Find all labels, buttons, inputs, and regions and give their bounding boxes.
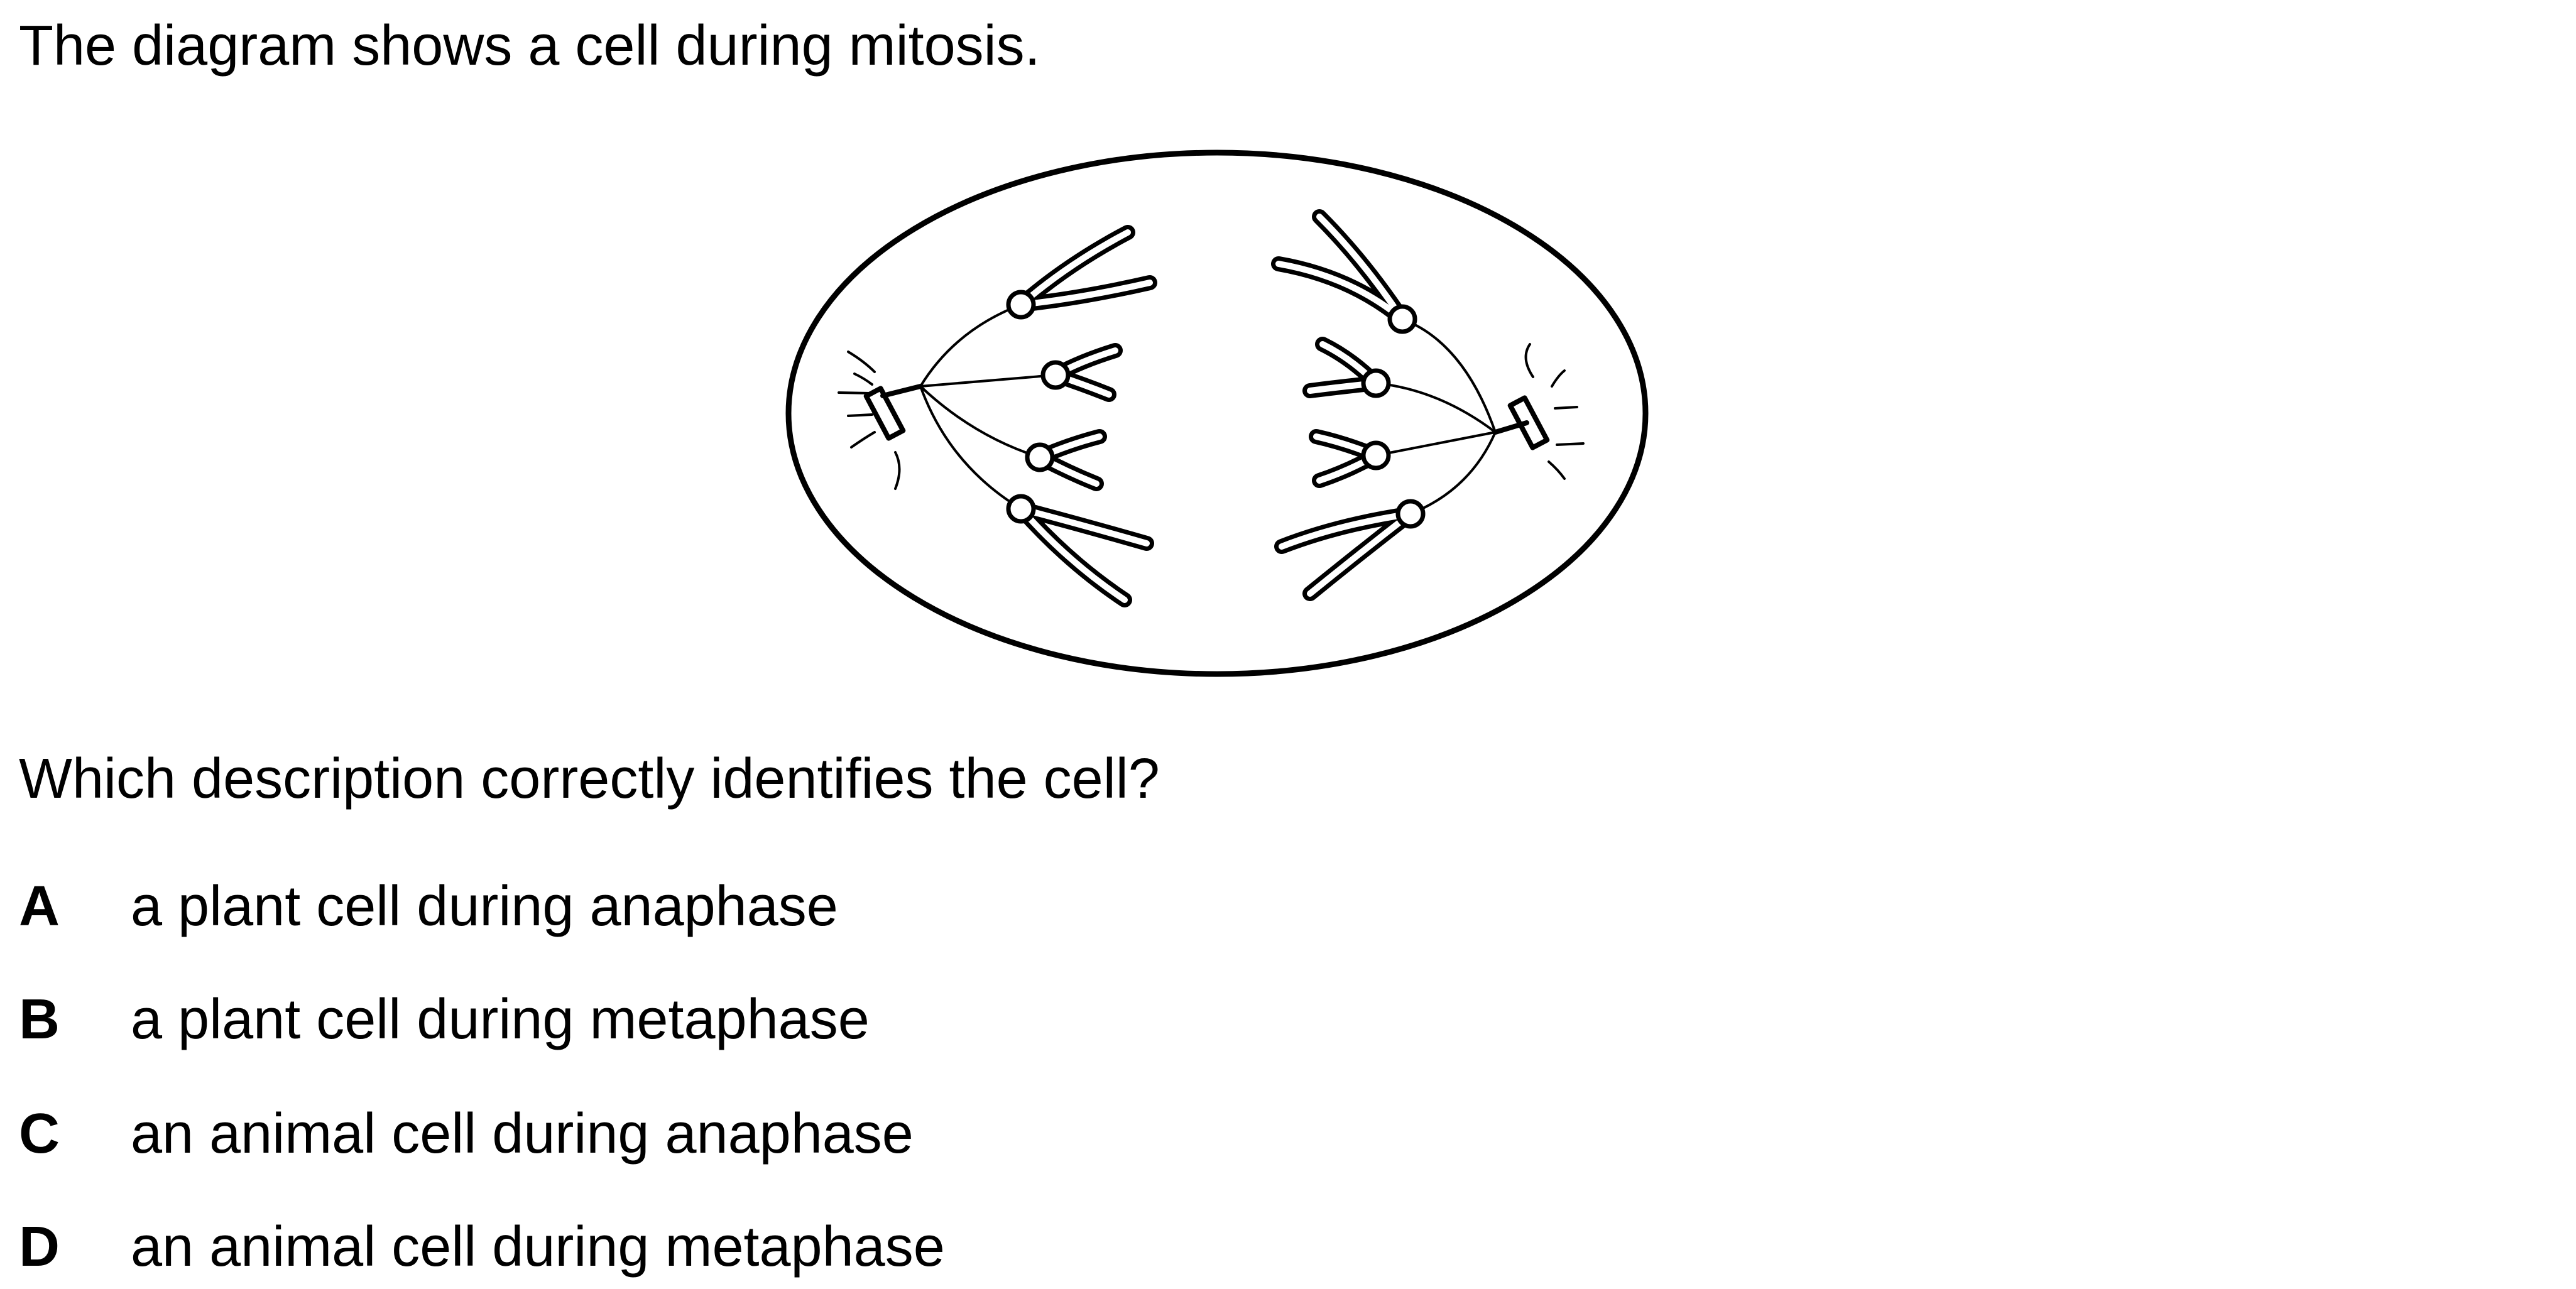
question-prompt: Which description correctly identifies t… (19, 748, 1160, 810)
cell-membrane (785, 150, 1649, 677)
option-letter: A (19, 875, 60, 938)
right-pole (1271, 209, 1585, 601)
right-centromeres (1361, 304, 1426, 529)
left-aster (838, 351, 901, 490)
left-spindle-fibres (919, 303, 1057, 510)
option-text: a plant cell during anaphase (131, 875, 838, 938)
right-spindle-fibres (1375, 318, 1497, 515)
option-text: a plant cell during metaphase (131, 988, 870, 1051)
left-centriole (863, 386, 906, 441)
left-pole (838, 225, 1157, 607)
mitosis-cell-diagram (785, 150, 1649, 677)
intro-text: The diagram shows a cell during mitosis. (19, 14, 1040, 77)
option-letter: C (19, 1102, 60, 1165)
option-text: an animal cell during metaphase (131, 1216, 945, 1278)
option-letter: D (19, 1216, 60, 1278)
option-letter: B (19, 988, 60, 1051)
right-aster (1524, 343, 1585, 480)
left-centromeres (1006, 290, 1071, 524)
left-chromosomes-inner (1018, 229, 1153, 603)
option-text: an animal cell during anaphase (131, 1102, 914, 1165)
